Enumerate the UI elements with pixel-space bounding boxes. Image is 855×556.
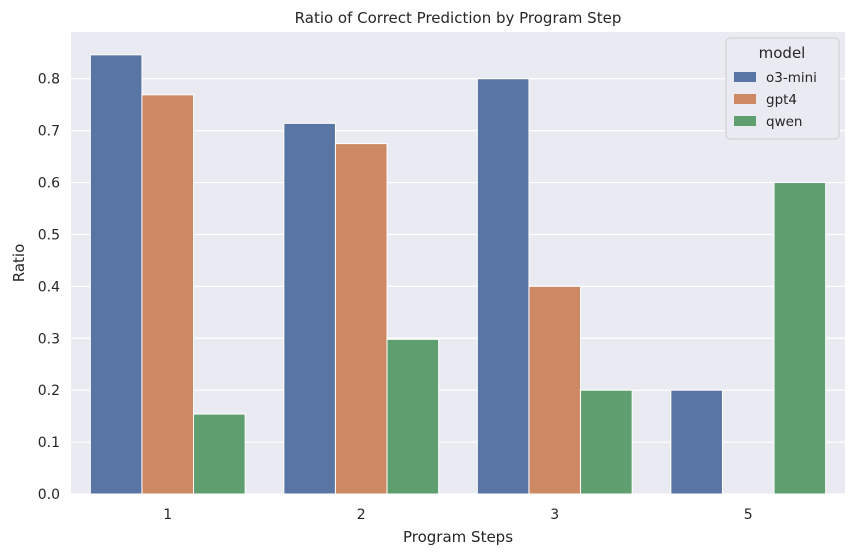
legend-label-gpt4: gpt4 (766, 92, 797, 108)
x-tick-label: 1 (163, 507, 172, 523)
legend-title: model (759, 44, 806, 62)
bar-qwen-3 (580, 389, 633, 495)
x-axis-label: Program Steps (403, 528, 513, 546)
y-tick-label: 0.6 (38, 176, 60, 192)
x-tick-label: 3 (550, 507, 559, 523)
bar-gpt4-2 (334, 143, 388, 495)
legend-label-o3-mini: o3-mini (766, 70, 817, 86)
bars (89, 54, 827, 495)
legend-swatch-o3-mini (734, 72, 756, 82)
legend-label-qwen: qwen (766, 114, 802, 130)
bar-gpt4-1 (141, 94, 195, 495)
legend-swatch-gpt4 (734, 94, 756, 104)
y-axis-label: Ratio (10, 244, 28, 283)
legend: model o3-mini gpt4 qwen (725, 37, 840, 140)
x-tick-label: 5 (744, 507, 753, 523)
legend-swatch-qwen (734, 116, 756, 126)
x-tick-label: 2 (357, 507, 366, 523)
y-tick-label: 0.3 (38, 331, 60, 347)
x-tick-labels: 1 2 3 5 (163, 507, 752, 523)
legend-box (725, 37, 840, 140)
bar-o3-mini-3 (476, 78, 530, 495)
bar-o3-mini-5 (670, 389, 723, 495)
y-tick-label: 0.4 (38, 279, 60, 295)
bar-o3-mini-2 (283, 122, 336, 495)
bar-qwen-5 (773, 182, 827, 495)
y-tick-label: 0.0 (38, 487, 60, 503)
bar-qwen-1 (193, 413, 246, 495)
y-tick-label: 0.8 (38, 72, 60, 88)
y-tick-label: 0.1 (38, 435, 60, 451)
y-tick-labels: 0.0 0.1 0.2 0.3 0.4 0.5 0.6 0.7 0.8 (38, 72, 60, 503)
y-tick-label: 0.2 (38, 383, 60, 399)
y-tick-label: 0.7 (38, 124, 60, 140)
chart-title: Ratio of Correct Prediction by Program S… (295, 9, 622, 27)
bar-o3-mini-1 (89, 54, 143, 495)
bar-qwen-2 (386, 338, 440, 495)
y-tick-label: 0.5 (38, 227, 60, 243)
bar-gpt4-3 (528, 285, 582, 495)
